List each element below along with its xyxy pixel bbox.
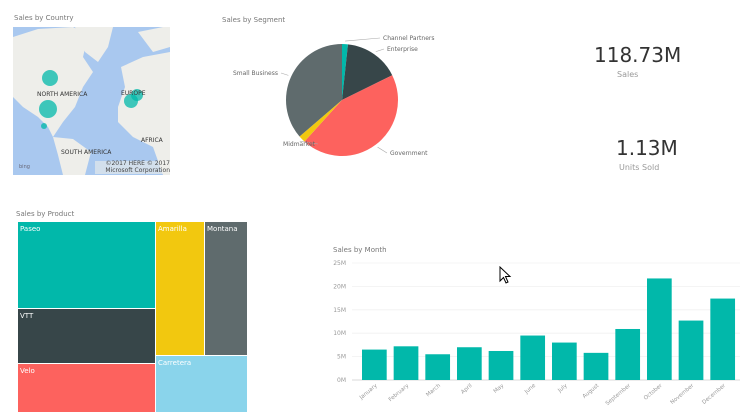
x-tick-label: June — [523, 383, 537, 396]
y-tick-label: 25M — [333, 260, 346, 267]
map-bubble[interactable] — [131, 89, 143, 101]
bar-december[interactable] — [710, 298, 736, 380]
y-tick-label: 15M — [333, 307, 346, 314]
x-tick-label: September — [605, 382, 633, 407]
x-tick-label: July — [556, 382, 569, 394]
x-tick-label: April — [460, 383, 474, 396]
treemap-montana[interactable]: Montana — [204, 221, 248, 356]
bar-april[interactable] — [457, 347, 482, 380]
map-bubble[interactable] — [42, 70, 58, 86]
treemap-velo[interactable]: Velo — [17, 363, 156, 413]
month-title: Sales by Month — [333, 246, 387, 254]
y-tick-label: 10M — [333, 330, 346, 337]
segment-title: Sales by Segment — [222, 16, 286, 24]
bar-october[interactable] — [647, 278, 672, 380]
pie-slice-enterprise[interactable] — [342, 44, 393, 100]
pie-leader-line — [377, 146, 388, 154]
map-title: Sales by Country — [14, 14, 74, 22]
pie-label: Small Business — [233, 70, 278, 77]
map-label: EUROPE — [121, 90, 146, 97]
map-label: NORTH AMERICA — [37, 91, 88, 98]
treemap-amarilla[interactable]: Amarilla — [155, 221, 205, 356]
bar-march[interactable] — [425, 354, 451, 380]
y-tick-label: 0M — [337, 377, 346, 384]
units-card-value: 1.13M — [616, 136, 678, 160]
pie-leader-line — [345, 37, 381, 42]
pie-leader-line — [375, 48, 385, 52]
map-label: SOUTH AMERICA — [61, 149, 112, 156]
pie-label: Government — [390, 150, 428, 157]
bar-september[interactable] — [615, 328, 641, 380]
pie-label: Enterprise — [387, 46, 418, 53]
pie-slice-government[interactable] — [304, 75, 398, 157]
treemap-vtt[interactable]: VTT — [17, 308, 156, 364]
mouse-cursor-icon — [499, 266, 512, 284]
sales-by-month-chart[interactable]: 0M 5M 10M 15M 20M 25M January February March Apri… — [320, 255, 744, 415]
pie-label: Midmarket — [283, 141, 316, 148]
bar-august[interactable] — [583, 352, 609, 380]
map-bubble[interactable] — [39, 100, 57, 118]
map-canvas: NORTH AMERICA EUROPE AFRICA SOUTH AMERIC… — [13, 27, 170, 175]
pie-slice-midmarket[interactable] — [299, 100, 342, 142]
bing-logo: bing — [19, 164, 30, 170]
x-tick-label: March — [425, 383, 442, 399]
x-tick-label: November — [670, 382, 696, 405]
map-attribution: ©2017 HERE © 2017 Microsoft Corporation — [95, 160, 170, 174]
bar-november[interactable] — [678, 320, 704, 380]
pie-label: Channel Partners — [383, 35, 434, 42]
sales-card-value: 118.73M — [594, 43, 682, 67]
pie-slice-channel-partners[interactable] — [342, 44, 348, 100]
sales-card-label: Sales — [617, 70, 639, 79]
pie-slice-small-business[interactable] — [286, 44, 342, 137]
product-title: Sales by Product — [16, 210, 75, 218]
sales-by-segment-pie[interactable]: Channel Partners Enterprise Government Midm… — [220, 25, 460, 165]
bar-july[interactable] — [552, 342, 577, 380]
x-tick-label: August — [582, 382, 601, 400]
y-tick-label: 20M — [333, 283, 346, 290]
pie-leader-line — [280, 72, 289, 76]
x-tick-label: May — [493, 382, 506, 394]
sales-by-country-map[interactable]: NORTH AMERICA EUROPE AFRICA SOUTH AMERIC… — [13, 27, 170, 175]
x-tick-label: February — [388, 382, 411, 403]
treemap-carretera[interactable]: Carretera — [155, 355, 248, 413]
bar-june[interactable] — [520, 335, 546, 380]
map-label: AFRICA — [141, 137, 164, 144]
y-tick-label: 5M — [337, 354, 346, 361]
map-bubble[interactable] — [41, 123, 47, 129]
x-tick-label: January — [358, 382, 379, 401]
x-tick-label: October — [643, 382, 664, 401]
bar-may[interactable] — [488, 350, 514, 380]
treemap-paseo[interactable]: Paseo — [17, 221, 156, 309]
units-card-label: Units Sold — [619, 163, 660, 172]
bar-february[interactable] — [393, 346, 419, 380]
bar-january[interactable] — [362, 349, 387, 380]
x-tick-label: December — [701, 382, 727, 405]
pie-leader-line — [299, 140, 319, 145]
